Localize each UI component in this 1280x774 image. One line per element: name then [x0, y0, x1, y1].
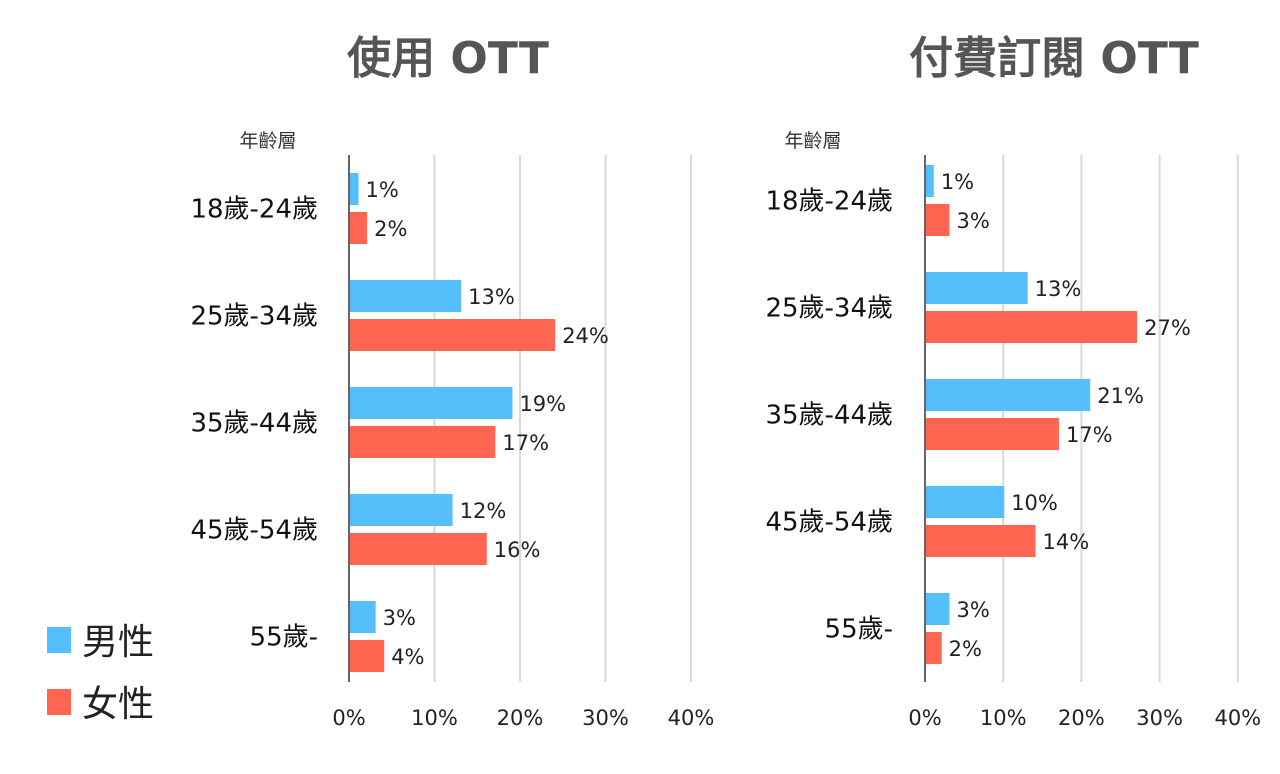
bar-female [926, 525, 1036, 557]
data-label-female: 14% [1042, 530, 1089, 554]
data-label-male: 12% [460, 499, 507, 523]
bar-male [926, 165, 934, 197]
bars [350, 173, 556, 672]
y-axis-label: 年齡層 [239, 130, 296, 152]
x-tick-label: 0% [332, 706, 365, 730]
legend-label-female: 女性 [82, 684, 154, 725]
x-tick-label: 40% [668, 706, 715, 730]
legend-item-female: 女性 [47, 684, 154, 725]
bar-female [926, 632, 942, 664]
category-label: 45歲-54歲 [765, 508, 893, 538]
bar-male [350, 601, 376, 633]
bar-female [350, 533, 487, 565]
data-label-male: 3% [956, 598, 989, 622]
data-label-male: 13% [1035, 277, 1082, 301]
bar-female [350, 212, 368, 244]
data-label-male: 21% [1097, 384, 1144, 408]
bar-female [350, 640, 385, 672]
category-label: 45歲-54歲 [190, 516, 318, 546]
bar-female [926, 311, 1138, 343]
category-label: 35歲-44歲 [190, 409, 318, 439]
legend-swatch-female [47, 689, 71, 715]
gridlines [348, 155, 692, 682]
data-label-female: 4% [391, 645, 424, 669]
data-label-male: 19% [519, 392, 566, 416]
data-label-female: 2% [949, 637, 982, 661]
data-label-male: 13% [468, 285, 515, 309]
data-label-male: 3% [383, 606, 416, 630]
x-tick-label: 20% [1058, 706, 1105, 730]
chart-usage-ott: 使用 OTT 年齡層 0% 10% 20% 30% 40% 18歲-24歲 1% 2% 25歲-… [190, 33, 714, 730]
labels: 0% 10% 20% 30% 40% 18歲-24歲 1% 2% 25歲-34歲 13% 24% 35… [190, 178, 714, 730]
category-label: 18歲-24歲 [190, 195, 318, 225]
category-label: 25歲-34歲 [190, 302, 318, 332]
bar-male [350, 173, 359, 205]
legend: 男性 女性 [47, 622, 154, 725]
x-tick-label: 30% [582, 706, 629, 730]
legend-label-male: 男性 [82, 622, 154, 663]
x-tick-label: 0% [908, 706, 941, 730]
x-tick-label: 20% [497, 706, 544, 730]
x-tick-label: 40% [1214, 706, 1261, 730]
data-label-female: 24% [562, 324, 609, 348]
data-label-female: 2% [374, 217, 407, 241]
category-label: 18歲-24歲 [765, 187, 893, 217]
category-label: 55歲- [825, 615, 893, 645]
chart-title: 付費訂閱 OTT [909, 33, 1199, 84]
bar-female [926, 418, 1059, 450]
data-label-female: 3% [956, 209, 989, 233]
bar-male [926, 486, 1005, 518]
chart-title: 使用 OTT [347, 33, 549, 84]
bars [926, 165, 1138, 664]
legend-swatch-male [47, 627, 71, 653]
bar-female [350, 319, 556, 351]
bar-male [350, 387, 513, 419]
bar-male [350, 494, 453, 526]
data-label-female: 16% [494, 538, 541, 562]
data-label-male: 1% [941, 170, 974, 194]
data-label-male: 10% [1011, 491, 1058, 515]
x-tick-label: 10% [411, 706, 458, 730]
bar-female [350, 426, 496, 458]
bar-male [350, 280, 462, 312]
y-axis-label: 年齡層 [784, 130, 841, 152]
bar-male [926, 272, 1028, 304]
data-label-female: 17% [1066, 423, 1113, 447]
legend-item-male: 男性 [47, 622, 154, 663]
labels: 0% 10% 20% 30% 40% 18歲-24歲 1% 3% 25歲-34歲 13% 27% 35… [765, 170, 1261, 730]
x-tick-label: 10% [980, 706, 1027, 730]
category-label: 25歲-34歲 [765, 294, 893, 324]
category-label: 35歲-44歲 [765, 401, 893, 431]
data-label-female: 17% [502, 431, 549, 455]
x-tick-label: 30% [1136, 706, 1183, 730]
bar-male [926, 593, 950, 625]
data-label-male: 1% [366, 178, 399, 202]
category-label: 55歲- [250, 623, 318, 653]
bar-female [926, 204, 950, 236]
chart-paid-ott: 付費訂閱 OTT 年齡層 0% 10% 20% 30% 40% 18歲-24歲 1% 3% 25… [765, 33, 1261, 730]
data-label-female: 27% [1144, 316, 1191, 340]
bar-male [926, 379, 1091, 411]
